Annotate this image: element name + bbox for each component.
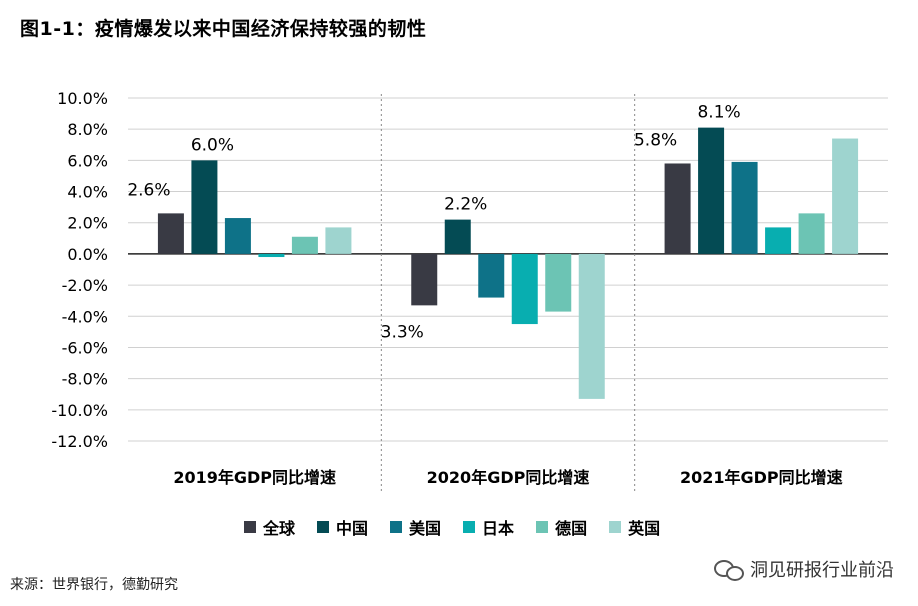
y-tick-label: 10.0% bbox=[57, 89, 108, 108]
legend: 全球 中国 美国 日本 德国 英国 bbox=[244, 515, 660, 539]
legend-item: 英国 bbox=[609, 515, 660, 539]
y-tick-label: -2.0% bbox=[62, 276, 108, 295]
legend-swatch bbox=[244, 521, 256, 533]
data-label: 2.2% bbox=[444, 195, 487, 215]
data-label: 2.6% bbox=[127, 180, 170, 200]
data-label: 5.8% bbox=[634, 130, 677, 150]
category-label: 2019年GDP同比增速 bbox=[173, 468, 336, 487]
y-tick-label: -4.0% bbox=[62, 307, 108, 326]
y-tick-label: -10.0% bbox=[51, 401, 108, 420]
wechat-icon bbox=[714, 558, 744, 581]
bar bbox=[798, 213, 825, 254]
watermark-text: 洞见研报行业前沿 bbox=[750, 560, 894, 581]
bar bbox=[325, 227, 352, 254]
bar bbox=[157, 213, 184, 254]
legend-swatch bbox=[390, 521, 403, 533]
y-tick-label: 6.0% bbox=[67, 151, 108, 170]
legend-label: 全球 bbox=[263, 519, 296, 538]
bar bbox=[511, 253, 538, 325]
legend-label: 美国 bbox=[409, 519, 442, 538]
bar bbox=[765, 227, 792, 254]
bar bbox=[258, 253, 285, 258]
y-tick-label: 2.0% bbox=[67, 214, 108, 233]
legend-swatch bbox=[609, 521, 622, 533]
bar bbox=[411, 253, 438, 306]
bar bbox=[578, 253, 605, 399]
legend-label: 日本 bbox=[482, 519, 515, 538]
y-tick-label: 4.0% bbox=[67, 183, 108, 202]
bar bbox=[291, 236, 318, 254]
legend-label: 英国 bbox=[628, 519, 661, 538]
source-note: 来源：世界银行，德勤研究 bbox=[10, 577, 178, 593]
bar bbox=[545, 253, 572, 312]
data-label: 3.3% bbox=[381, 322, 424, 342]
legend-swatch bbox=[463, 521, 476, 533]
legend-swatch bbox=[536, 521, 549, 533]
bar bbox=[698, 127, 725, 254]
y-tick-label: -6.0% bbox=[62, 338, 108, 357]
bar bbox=[664, 163, 691, 254]
bar bbox=[731, 161, 758, 254]
legend-item: 日本 bbox=[463, 515, 514, 539]
bar bbox=[832, 138, 859, 254]
y-tick-label: 8.0% bbox=[67, 120, 108, 139]
category-label: 2020年GDP同比增速 bbox=[427, 468, 590, 487]
bar bbox=[444, 219, 471, 254]
bar bbox=[478, 253, 505, 298]
legend-label: 中国 bbox=[336, 519, 369, 538]
legend-item: 德国 bbox=[536, 515, 587, 539]
chart-title: 图1-1：疫情爆发以来中国经济保持较强的韧性 bbox=[20, 18, 427, 40]
legend-label: 德国 bbox=[555, 519, 588, 538]
bar bbox=[224, 218, 251, 254]
legend-item: 美国 bbox=[390, 515, 441, 539]
bar bbox=[191, 160, 218, 254]
category-label: 2021年GDP同比增速 bbox=[680, 468, 843, 487]
legend-swatch bbox=[317, 521, 330, 533]
y-tick-label: -12.0% bbox=[51, 432, 108, 451]
y-tick-label: 0.0% bbox=[67, 245, 108, 264]
legend-item: 中国 bbox=[317, 515, 368, 539]
data-label: 8.1% bbox=[697, 103, 740, 123]
data-label: 6.0% bbox=[191, 135, 234, 155]
y-tick-label: -8.0% bbox=[62, 370, 108, 389]
watermark: 洞见研报行业前沿 bbox=[714, 556, 894, 582]
legend-item: 全球 bbox=[244, 515, 295, 539]
